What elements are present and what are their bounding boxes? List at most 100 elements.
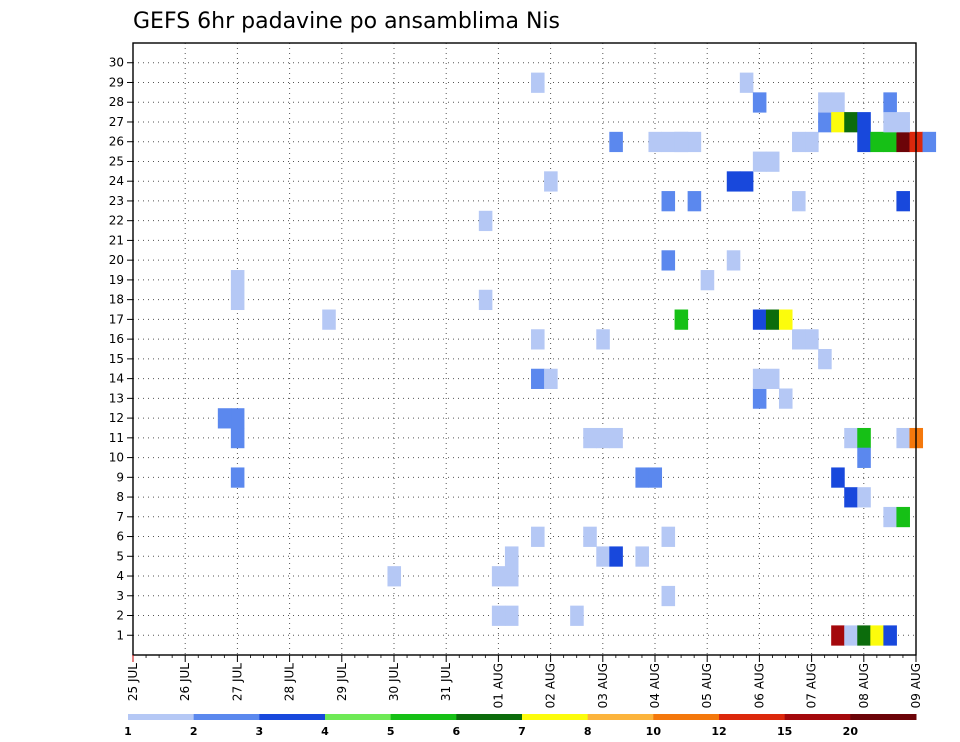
precip-cell bbox=[752, 388, 767, 409]
precip-cell bbox=[752, 151, 767, 172]
colorbar-swatch bbox=[456, 714, 523, 720]
precip-cell bbox=[661, 191, 676, 212]
y-tick-label: 20 bbox=[109, 253, 124, 267]
y-tick-label: 30 bbox=[109, 56, 124, 70]
x-tick-label: 29 JUL bbox=[335, 663, 349, 701]
precip-cell bbox=[661, 131, 676, 153]
precip-cell bbox=[857, 447, 871, 468]
precip-cell bbox=[648, 131, 663, 153]
precip-cell bbox=[648, 467, 663, 488]
y-tick-label: 5 bbox=[116, 549, 124, 563]
y-tick-label: 1 bbox=[116, 628, 124, 642]
grid bbox=[133, 43, 916, 655]
precip-cell bbox=[596, 546, 610, 567]
precip-cell bbox=[531, 368, 545, 389]
precip-cell bbox=[531, 72, 545, 93]
precip-cell bbox=[609, 131, 623, 153]
y-tick-label: 14 bbox=[109, 372, 124, 386]
precip-cell bbox=[570, 605, 584, 626]
colorbar-swatch bbox=[719, 714, 786, 720]
y-tick-label: 29 bbox=[109, 75, 124, 89]
precip-cell bbox=[778, 388, 793, 409]
colorbar-label: 1 bbox=[124, 725, 132, 738]
x-tick-label: 08 AUG bbox=[857, 663, 871, 708]
precip-cell bbox=[478, 289, 493, 311]
precip-cell bbox=[230, 427, 245, 449]
precip-cell bbox=[857, 487, 871, 508]
x-tick-label: 28 JUL bbox=[283, 663, 297, 701]
precip-cell bbox=[609, 427, 623, 449]
precip-cell bbox=[792, 191, 806, 212]
precip-cell bbox=[765, 368, 780, 389]
precip-cell bbox=[883, 131, 897, 153]
y-tick-label: 17 bbox=[109, 312, 124, 326]
precip-cell bbox=[765, 151, 780, 172]
precip-cell bbox=[230, 467, 245, 488]
precip-cell bbox=[700, 270, 715, 291]
colorbar-swatch bbox=[522, 714, 589, 720]
colorbar-swatch bbox=[850, 714, 917, 720]
precip-cell bbox=[635, 546, 649, 567]
precip-cell bbox=[230, 408, 245, 429]
precip-cell bbox=[844, 487, 858, 508]
precip-cell bbox=[583, 526, 597, 547]
y-tick-label: 2 bbox=[116, 609, 124, 623]
y-tick-label: 4 bbox=[116, 569, 124, 583]
precip-cell bbox=[831, 112, 845, 133]
x-tick-label: 27 JUL bbox=[230, 663, 244, 701]
precip-cell bbox=[491, 566, 506, 587]
precip-cell bbox=[883, 112, 897, 133]
y-tick-label: 15 bbox=[109, 352, 124, 366]
x-tick-label: 25 JUL bbox=[126, 663, 140, 701]
precip-cell bbox=[544, 368, 558, 389]
y-tick-label: 25 bbox=[109, 154, 124, 168]
precip-cell bbox=[765, 309, 780, 330]
precip-cell bbox=[792, 329, 806, 350]
y-tick-label: 7 bbox=[116, 510, 124, 524]
precip-cell bbox=[687, 131, 702, 153]
colorbar-swatch bbox=[325, 714, 392, 720]
precip-cell bbox=[883, 625, 897, 646]
precip-cell bbox=[805, 329, 819, 350]
colorbar-label: 7 bbox=[518, 725, 526, 738]
y-tick-label: 19 bbox=[109, 273, 124, 287]
precip-cell bbox=[844, 427, 858, 449]
precip-cell bbox=[831, 92, 845, 113]
precip-cell bbox=[857, 112, 871, 133]
colorbar-label: 20 bbox=[843, 725, 859, 738]
colorbar-label: 6 bbox=[453, 725, 461, 738]
precip-cell bbox=[818, 349, 832, 370]
precip-cell bbox=[870, 131, 884, 153]
precip-cell bbox=[726, 171, 741, 192]
precip-cell bbox=[387, 566, 402, 587]
precip-cell bbox=[544, 171, 558, 192]
colorbar-label: 12 bbox=[711, 725, 726, 738]
x-axis: 25 JUL 26 JUL 27 JUL 28 JUL 29 JUL 30 JUL 31 J… bbox=[126, 655, 923, 708]
precip-cell bbox=[596, 329, 610, 350]
precip-cell bbox=[883, 92, 897, 113]
y-tick-label: 3 bbox=[116, 589, 124, 603]
colorbar-swatch bbox=[259, 714, 326, 720]
precip-cell bbox=[883, 506, 897, 528]
colorbar-label: 4 bbox=[321, 725, 329, 738]
colorbar bbox=[128, 714, 917, 720]
x-tick-label: 09 AUG bbox=[909, 663, 923, 708]
y-tick-label: 24 bbox=[109, 174, 124, 188]
precip-cell bbox=[896, 131, 910, 153]
precip-cell bbox=[674, 309, 689, 330]
colorbar-label: 10 bbox=[646, 725, 662, 738]
precip-cell bbox=[726, 250, 741, 271]
precip-cell bbox=[870, 625, 884, 646]
precip-cell bbox=[752, 92, 767, 113]
colorbar-swatch bbox=[390, 714, 457, 720]
colorbar-labels: 1 2 3 4 5 6 7 8 10 12 15 20 bbox=[124, 725, 858, 738]
precip-cell bbox=[478, 210, 493, 232]
precip-cell bbox=[504, 546, 519, 567]
y-tick-label: 23 bbox=[109, 194, 124, 208]
precip-cell bbox=[792, 131, 806, 153]
y-tick-label: 27 bbox=[109, 115, 124, 129]
precip-cell bbox=[844, 112, 858, 133]
precip-cell bbox=[896, 191, 910, 212]
precip-cell bbox=[635, 467, 649, 488]
